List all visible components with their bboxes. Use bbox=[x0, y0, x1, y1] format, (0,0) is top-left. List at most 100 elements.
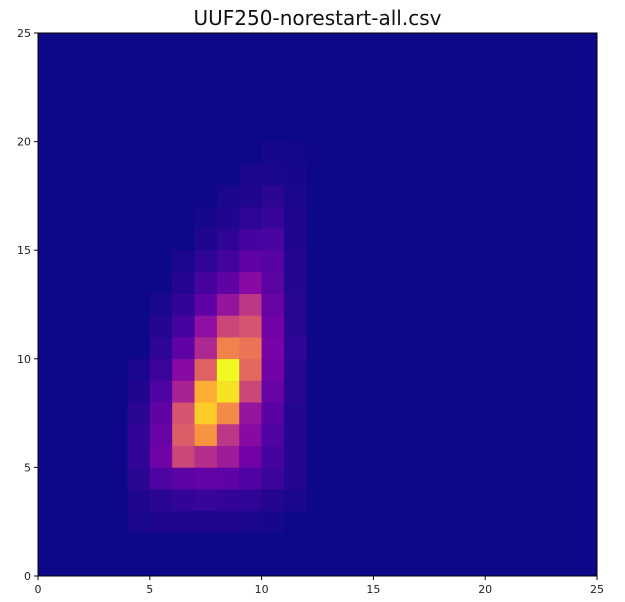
heatmap-cell bbox=[283, 402, 307, 425]
heatmap-cell bbox=[216, 445, 240, 468]
heatmap-cell bbox=[216, 423, 240, 446]
heatmap-cell bbox=[149, 445, 173, 468]
heatmap-cell bbox=[283, 445, 307, 468]
heatmap-cell bbox=[216, 315, 240, 338]
heatmap-cell bbox=[261, 163, 285, 186]
heatmap-cell bbox=[239, 271, 262, 294]
heatmap-cell bbox=[239, 358, 262, 381]
heatmap-cell bbox=[261, 510, 285, 533]
heatmap-cell bbox=[194, 337, 218, 360]
heatmap-cell bbox=[239, 402, 262, 425]
heatmap-cell bbox=[283, 141, 307, 164]
y-axis: 0 5 10 15 20 25 bbox=[17, 27, 38, 583]
x-axis: 0 5 10 15 20 25 bbox=[35, 576, 604, 596]
heatmap-cell bbox=[261, 358, 285, 381]
heatmap-cell bbox=[261, 423, 285, 446]
heatmap-cell bbox=[261, 293, 285, 316]
heatmap-cell bbox=[172, 337, 195, 360]
heatmap-cell bbox=[239, 489, 262, 512]
heatmap-cell bbox=[172, 250, 195, 273]
heatmap-cell bbox=[172, 510, 195, 533]
x-tick-label: 0 bbox=[35, 583, 42, 596]
heatmap-cell bbox=[172, 315, 195, 338]
heatmap-cell bbox=[149, 489, 173, 512]
heatmap-cell bbox=[216, 510, 240, 533]
heatmap-cell bbox=[216, 228, 240, 251]
heatmap-cell bbox=[283, 489, 307, 512]
x-tick-label: 15 bbox=[366, 583, 380, 596]
heatmap-cell bbox=[149, 380, 173, 403]
heatmap-cell bbox=[127, 358, 151, 381]
heatmap-cell bbox=[239, 467, 262, 490]
heatmap-cell bbox=[194, 489, 218, 512]
heatmap-cell bbox=[283, 271, 307, 294]
heatmap-cell bbox=[149, 293, 173, 316]
heatmap-cell bbox=[261, 380, 285, 403]
heatmap-cell bbox=[216, 293, 240, 316]
heatmap-cells bbox=[127, 141, 307, 533]
heatmap-cell bbox=[149, 510, 173, 533]
heatmap-cell bbox=[261, 467, 285, 490]
heatmap-cell bbox=[261, 445, 285, 468]
heatmap-cell bbox=[261, 141, 285, 164]
heatmap-cell bbox=[261, 185, 285, 208]
heatmap-cell bbox=[239, 206, 262, 229]
heatmap-cell bbox=[283, 358, 307, 381]
heatmap-cell bbox=[283, 337, 307, 360]
plot-background bbox=[38, 33, 597, 576]
heatmap-cell bbox=[172, 293, 195, 316]
heatmap-cell bbox=[194, 293, 218, 316]
heatmap-cell bbox=[149, 402, 173, 425]
heatmap-cell bbox=[283, 467, 307, 490]
heatmap-cell bbox=[194, 358, 218, 381]
heatmap-cell bbox=[149, 358, 173, 381]
heatmap-cell bbox=[194, 423, 218, 446]
y-tick-label: 5 bbox=[24, 461, 31, 474]
heatmap-cell bbox=[239, 185, 262, 208]
heatmap-cell bbox=[172, 402, 195, 425]
y-tick-label: 10 bbox=[17, 353, 31, 366]
heatmap-cell bbox=[239, 293, 262, 316]
heatmap-cell bbox=[194, 250, 218, 273]
x-tick-label: 5 bbox=[146, 583, 153, 596]
heatmap-cell bbox=[216, 358, 240, 381]
heatmap-cell bbox=[216, 489, 240, 512]
heatmap-cell bbox=[127, 467, 151, 490]
heatmap-cell bbox=[261, 250, 285, 273]
heatmap-cell bbox=[239, 510, 262, 533]
heatmap-cell bbox=[194, 445, 218, 468]
heatmap-cell bbox=[172, 467, 195, 490]
heatmap-cell bbox=[149, 315, 173, 338]
heatmap-cell bbox=[283, 315, 307, 338]
heatmap-cell bbox=[127, 380, 151, 403]
y-tick-label: 0 bbox=[24, 570, 31, 583]
heatmap-cell bbox=[261, 402, 285, 425]
heatmap-cell bbox=[172, 271, 195, 294]
x-tick-label: 25 bbox=[590, 583, 604, 596]
heatmap-cell bbox=[261, 337, 285, 360]
y-tick-label: 15 bbox=[17, 244, 31, 257]
heatmap-cell bbox=[127, 510, 151, 533]
heatmap-cell bbox=[261, 206, 285, 229]
heatmap-cell bbox=[239, 228, 262, 251]
heatmap-cell bbox=[239, 315, 262, 338]
heatmap-cell bbox=[216, 206, 240, 229]
chart-title: UUF250-norestart-all.csv bbox=[193, 6, 442, 30]
heatmap-cell bbox=[194, 380, 218, 403]
heatmap-cell bbox=[172, 489, 195, 512]
x-tick-label: 20 bbox=[478, 583, 492, 596]
heatmap-cell bbox=[261, 271, 285, 294]
heatmap-cell bbox=[172, 423, 195, 446]
heatmap-cell bbox=[283, 206, 307, 229]
heatmap-cell bbox=[216, 380, 240, 403]
heatmap-cell bbox=[283, 228, 307, 251]
heatmap-cell bbox=[239, 423, 262, 446]
heatmap-cell bbox=[127, 489, 151, 512]
heatmap-cell bbox=[239, 337, 262, 360]
heatmap-cell bbox=[149, 337, 173, 360]
heatmap-cell bbox=[239, 380, 262, 403]
heatmap-cell bbox=[194, 467, 218, 490]
x-tick-label: 10 bbox=[255, 583, 269, 596]
heatmap-cell bbox=[194, 315, 218, 338]
